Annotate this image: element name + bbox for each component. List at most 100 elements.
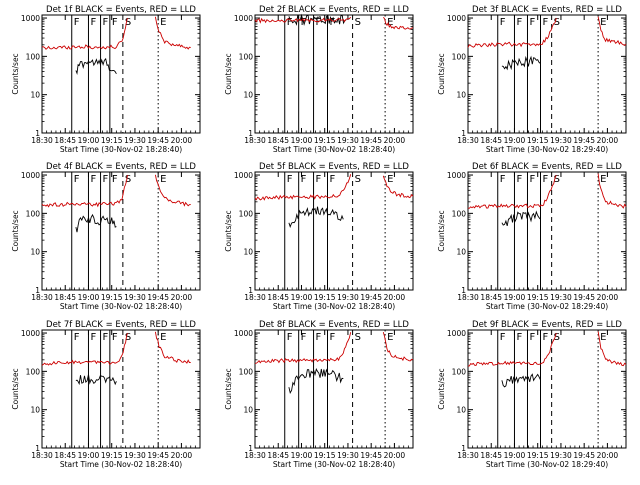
- x-tick-label: 18:30: [244, 451, 266, 460]
- y-tick-label: 10: [243, 406, 253, 415]
- x-tick-label: 19:45: [573, 136, 595, 145]
- y-tick-label: 1: [35, 286, 40, 295]
- marker-label-f: F: [542, 174, 548, 185]
- y-tick-label: 100: [452, 52, 467, 61]
- marker-label-f: F: [316, 332, 322, 343]
- marker-label-s: S: [355, 332, 361, 343]
- lld-series-line: [597, 173, 627, 209]
- lld-series-line: [41, 17, 128, 50]
- x-tick-label: 19:00: [78, 136, 100, 145]
- y-tick-label: 1000: [234, 14, 253, 23]
- x-tick-label: 18:45: [267, 451, 289, 460]
- x-tick-label: 19:15: [101, 293, 123, 302]
- x-axis-label: Start Time (30-Nov-02 18:28:40): [60, 145, 182, 154]
- y-tick-label: 100: [239, 52, 254, 61]
- plot-frame: [467, 329, 627, 449]
- x-tick-label: 20:00: [597, 293, 619, 302]
- panel-title: Det 8f BLACK = Events, RED = LLD: [259, 320, 409, 330]
- plot-frame: [254, 14, 414, 134]
- panel-title: Det 6f BLACK = Events, RED = LLD: [472, 162, 622, 172]
- x-tick-label: 18:45: [54, 451, 76, 460]
- y-tick-label: 1: [35, 444, 40, 453]
- panel-det-9: Det 9f BLACK = Events, RED = LLD 1 10 100 10…: [437, 320, 627, 469]
- marker-label-f: F: [516, 17, 522, 28]
- y-tick-label: 1000: [21, 329, 40, 338]
- marker-label-s: S: [554, 174, 560, 185]
- marker-label-f: F: [516, 332, 522, 343]
- marker-label-f: F: [112, 174, 118, 185]
- x-tick-label: 19:45: [360, 136, 382, 145]
- marker-label-f: F: [529, 332, 535, 343]
- x-tick-label: 19:30: [337, 293, 359, 302]
- x-tick-label: 19:00: [291, 451, 313, 460]
- marker-label-f: F: [529, 174, 535, 185]
- lld-series-line: [382, 16, 414, 30]
- panel-det-7: Det 7f BLACK = Events, RED = LLD 1 10 100 10…: [11, 320, 201, 469]
- y-tick-label: 1000: [447, 329, 466, 338]
- y-tick-label: 1: [461, 286, 466, 295]
- marker-label-s: S: [554, 17, 560, 28]
- lld-series-line: [382, 331, 414, 362]
- y-tick-label: 10: [243, 91, 253, 100]
- y-tick-label: 1000: [21, 14, 40, 23]
- x-tick-label: 19:15: [527, 136, 549, 145]
- marker-label-f: F: [90, 332, 96, 343]
- lld-series-line: [597, 331, 627, 367]
- x-tick-label: 19:15: [527, 451, 549, 460]
- lld-series-line: [41, 332, 128, 366]
- x-tick-label: 18:30: [31, 451, 53, 460]
- marker-label-f: F: [287, 332, 293, 343]
- x-tick-label: 18:30: [31, 293, 53, 302]
- panel-title: Det 4f BLACK = Events, RED = LLD: [46, 162, 196, 172]
- marker-label-f: F: [74, 174, 80, 185]
- y-tick-label: 10: [243, 248, 253, 257]
- x-tick-label: 18:30: [457, 293, 479, 302]
- x-tick-label: 19:30: [550, 136, 572, 145]
- lld-series-line: [154, 16, 191, 50]
- panel-det-8: Det 8f BLACK = Events, RED = LLD 1 10 100 10…: [224, 320, 414, 469]
- events-series-line: [288, 13, 347, 26]
- marker-label-f: F: [301, 332, 307, 343]
- x-tick-label: 19:45: [360, 451, 382, 460]
- x-tick-label: 19:45: [573, 451, 595, 460]
- x-axis-label: Start Time (30-Nov-02 18:28:40): [60, 460, 182, 469]
- x-tick-label: 18:45: [267, 136, 289, 145]
- marker-label-f: F: [516, 174, 522, 185]
- x-tick-label: 19:30: [550, 451, 572, 460]
- y-axis-label: Counts/sec: [11, 368, 20, 409]
- marker-label-f: F: [301, 174, 307, 185]
- y-axis-label: Counts/sec: [11, 53, 20, 94]
- y-tick-label: 1000: [447, 171, 466, 180]
- marker-label-f: F: [103, 17, 109, 28]
- panel-det-1: Det 1f BLACK = Events, RED = LLD 1 10 100 10…: [11, 5, 201, 154]
- marker-label-f: F: [329, 332, 335, 343]
- x-axis-label: Start Time (30-Nov-02 18:28:40): [273, 302, 395, 311]
- plot-frame: [41, 14, 201, 134]
- y-tick-label: 1: [248, 129, 253, 138]
- x-tick-label: 18:30: [244, 136, 266, 145]
- x-tick-label: 19:45: [147, 293, 169, 302]
- marker-label-f: F: [500, 17, 506, 28]
- x-tick-label: 20:00: [171, 451, 193, 460]
- y-tick-label: 1000: [234, 329, 253, 338]
- x-tick-label: 19:30: [124, 293, 146, 302]
- x-axis-label: Start Time (30-Nov-02 18:28:40): [273, 145, 395, 154]
- x-tick-label: 19:00: [78, 451, 100, 460]
- y-tick-label: 100: [452, 209, 467, 218]
- x-axis-label: Start Time (30-Nov-02 18:29:40): [486, 302, 608, 311]
- y-tick-label: 100: [239, 209, 254, 218]
- x-tick-label: 19:30: [124, 451, 146, 460]
- marker-label-e: E: [160, 174, 166, 185]
- x-axis-label: Start Time (30-Nov-02 18:29:40): [486, 460, 608, 469]
- x-tick-label: 19:15: [314, 136, 336, 145]
- y-tick-label: 10: [456, 248, 466, 257]
- y-tick-label: 1: [461, 129, 466, 138]
- x-tick-label: 19:15: [314, 293, 336, 302]
- marker-label-e: E: [600, 174, 606, 185]
- lld-series-line: [467, 332, 557, 367]
- y-tick-label: 100: [452, 367, 467, 376]
- y-tick-label: 10: [456, 91, 466, 100]
- x-tick-label: 18:45: [480, 136, 502, 145]
- y-axis-label: Counts/sec: [224, 368, 233, 409]
